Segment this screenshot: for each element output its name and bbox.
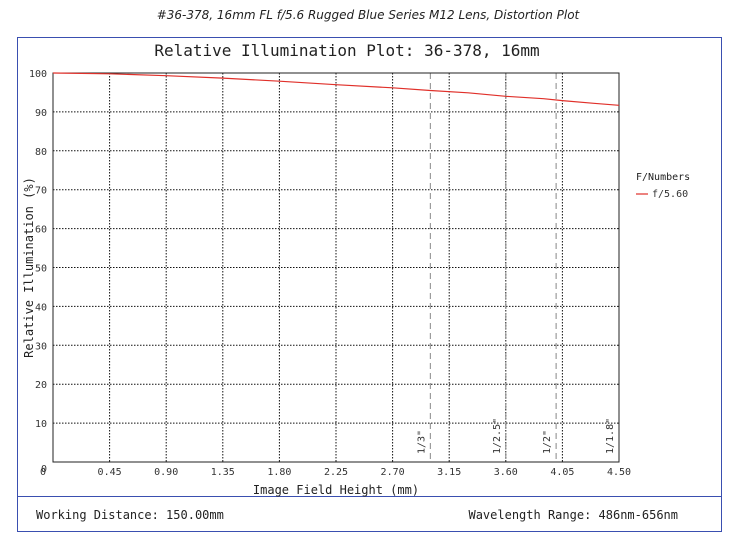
wavelength-range-label: Wavelength Range: 486nm-656nm xyxy=(468,508,678,522)
sensor-marker-label: 1/1.8" xyxy=(605,418,616,454)
chart-frame xyxy=(17,37,722,532)
y-tick-label: 20 xyxy=(35,380,47,391)
y-tick-label: 60 xyxy=(35,225,47,236)
x-tick-label: 4.50 xyxy=(607,467,631,478)
grid xyxy=(53,73,619,462)
sensor-marker-label: 1/3" xyxy=(416,430,427,454)
legend-entry-label: f/5.60 xyxy=(652,189,688,200)
footer-divider xyxy=(17,496,722,497)
y-tick-label: 70 xyxy=(35,186,47,197)
x-tick-label: 2.70 xyxy=(381,467,405,478)
y-axis-label: Relative Illumination (%) xyxy=(22,177,36,358)
x-tick-label: 3.60 xyxy=(494,467,518,478)
series-line xyxy=(52,72,620,106)
x-tick-label: 1.80 xyxy=(267,467,291,478)
y-tick-label: 40 xyxy=(35,302,47,313)
x-tick-label: 0.45 xyxy=(98,467,122,478)
y-tick-label: 10 xyxy=(35,419,47,430)
y-tick-label: 30 xyxy=(35,341,47,352)
x-tick-label: 1.35 xyxy=(211,467,235,478)
plot-area xyxy=(52,72,620,463)
axis-ticks: 0 0.45 0.90 1.35 1.80 2.25 2.70 3.15 3.60 4.05 4.5… xyxy=(29,69,631,478)
legend-title: F/Numbers xyxy=(636,172,690,183)
y-tick-label: 50 xyxy=(35,264,47,275)
y-tick-label: 90 xyxy=(35,108,47,119)
chart-title: Relative Illumination Plot: 36-378, 16mm xyxy=(154,41,539,60)
sensor-marker-label: 1/2.5" xyxy=(492,418,503,454)
legend: f/5.60 xyxy=(636,189,688,200)
y-tick-label: 80 xyxy=(35,147,47,158)
y-tick-label: 100 xyxy=(29,69,47,80)
y-tick-label: 0 xyxy=(41,464,47,475)
x-tick-label: 2.25 xyxy=(324,467,348,478)
page-caption: #36-378, 16mm FL f/5.6 Rugged Blue Serie… xyxy=(156,8,580,22)
x-axis-label: Image Field Height (mm) xyxy=(253,483,419,497)
x-tick-label: 3.15 xyxy=(437,467,461,478)
x-tick-label: 0.90 xyxy=(154,467,178,478)
x-tick-label: 4.05 xyxy=(550,467,574,478)
sensor-marker-label: 1/2" xyxy=(542,430,553,454)
series-lines xyxy=(52,72,620,106)
x-tick-label: 0 xyxy=(40,467,46,478)
working-distance-label: Working Distance: 150.00mm xyxy=(36,508,224,522)
